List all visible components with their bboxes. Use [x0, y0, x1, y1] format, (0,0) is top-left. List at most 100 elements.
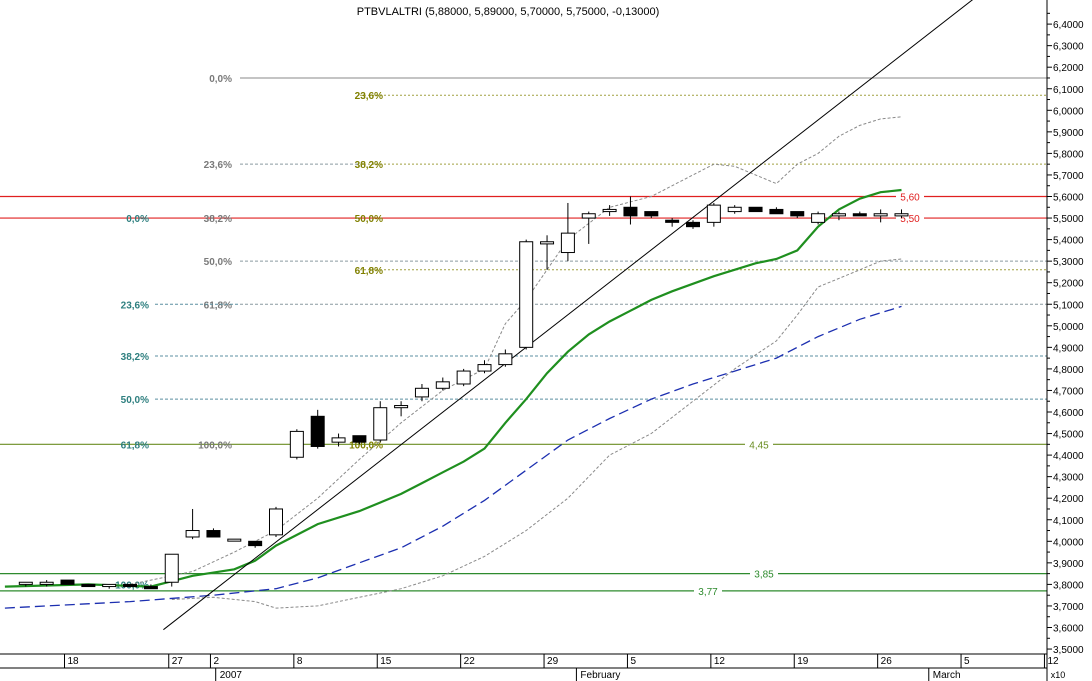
fib-gray-label: 23,6% — [204, 160, 232, 171]
candle-body — [831, 213, 846, 217]
x-axis-tick-label: 5 — [630, 656, 636, 667]
y-axis-tick-label: 6,1000 — [1053, 85, 1084, 96]
y-axis-tick-label: 4,8000 — [1053, 365, 1084, 376]
y-axis-tick-label: 3,6000 — [1053, 624, 1084, 635]
x-axis-month-label: 2007 — [220, 670, 243, 681]
candles — [18, 196, 909, 590]
candle — [227, 538, 242, 542]
y-axis-tick-label: 4,4000 — [1053, 451, 1084, 462]
candle-body — [790, 211, 805, 217]
x-axis-tick-label: 29 — [547, 656, 559, 667]
candle-body — [206, 530, 221, 538]
y-axis-tick-label: 5,9000 — [1053, 128, 1084, 139]
candle — [665, 218, 680, 227]
fib-gray-label: 61,8% — [204, 300, 232, 311]
moving-average-green-line — [4, 188, 902, 588]
candle — [769, 207, 784, 215]
x-axis-tick-label: 8 — [297, 656, 303, 667]
candle — [414, 383, 429, 402]
candle-body — [727, 206, 742, 213]
candle — [18, 581, 33, 587]
fibonacci-labels: 23,6% 38,2% 50,0% 61,8% 100,0% 0,0% 23,6% 38,2%… — [115, 74, 1047, 591]
fib-olive-label: 61,8% — [355, 266, 383, 277]
chart-title: PTBVLALTRI (5,88000, 5,89000, 5,70000, 5… — [357, 6, 660, 18]
candle-body — [164, 553, 179, 583]
level-label-background — [745, 438, 773, 451]
y-axis-tick-label: 4,6000 — [1053, 408, 1084, 419]
candle — [143, 584, 158, 590]
candle — [581, 211, 596, 244]
candle — [894, 209, 909, 219]
candle — [185, 508, 200, 540]
candle — [39, 580, 54, 587]
x-axis-tick-label: 26 — [881, 656, 893, 667]
moving-average-blue-line — [4, 305, 902, 609]
x-axis-month-label: March — [933, 670, 961, 681]
fib-teal-label: 50,0% — [121, 395, 149, 406]
x-axis-tick-label: 22 — [464, 656, 476, 667]
candle — [790, 211, 805, 219]
axes: 3,5000 3,6000 3,7000 3,8000 3,9000 4,0000 4,10… — [64, 12, 1084, 681]
candle-body — [39, 581, 54, 585]
x-axis-tick-label: 12 — [714, 656, 726, 667]
candle — [81, 583, 96, 588]
candle — [477, 360, 492, 374]
candle — [164, 553, 179, 587]
candle — [811, 211, 826, 225]
candle-body — [373, 407, 388, 441]
y-axis-tick-label: 5,2000 — [1053, 279, 1084, 290]
horizontal-levels: 5,60 5,50 4,45 3,85 3,77 — [0, 190, 1047, 598]
y-axis-tick-label: 5,0000 — [1053, 322, 1084, 333]
candle — [602, 205, 617, 216]
level-label: 4,45 — [749, 440, 769, 451]
y-axis-tick-label: 4,0000 — [1053, 537, 1084, 548]
level-label-background — [694, 584, 722, 597]
fib-gray-label: 0,0% — [209, 74, 232, 85]
candle-body — [81, 583, 96, 588]
y-axis-tick-label: 5,3000 — [1053, 257, 1084, 268]
candle — [706, 202, 721, 227]
candle — [686, 220, 700, 229]
candle — [623, 196, 638, 225]
x-axis-tick-label: 19 — [797, 656, 809, 667]
candle-body — [331, 437, 346, 443]
candle-body — [102, 583, 117, 588]
x-axis-tick-label: 12 — [1047, 656, 1059, 667]
candle — [394, 401, 409, 417]
candle — [352, 435, 367, 445]
fib-teal-label: 0,0% — [126, 214, 149, 225]
candle-body — [352, 435, 367, 443]
fib-gray-label: 100,0% — [198, 440, 232, 451]
x-axis-tick-label: 5 — [964, 656, 970, 667]
candle-body — [852, 213, 867, 217]
chart-frame — [0, 0, 1048, 681]
y-axis-tick-label: 5,8000 — [1053, 149, 1084, 160]
y-axis-tick-label: 6,4000 — [1053, 20, 1084, 31]
level-label: 3,85 — [754, 570, 774, 581]
fib-olive-label: 50,0% — [355, 214, 383, 225]
level-label: 5,50 — [900, 214, 920, 225]
y-axis-tick-label: 6,3000 — [1053, 42, 1084, 53]
candle-body — [477, 364, 492, 372]
candle — [289, 429, 304, 460]
candle-body — [686, 221, 700, 228]
fib-teal-label: 61,8% — [121, 440, 149, 451]
band-lower-line — [171, 258, 902, 609]
candle — [248, 540, 263, 548]
fib-teal-label: 23,6% — [121, 300, 149, 311]
x-axis-tick-label: 18 — [68, 656, 80, 667]
candle — [331, 433, 346, 447]
y-axis-tick-label: 5,5000 — [1053, 214, 1084, 225]
candle — [269, 506, 283, 537]
candle — [873, 209, 888, 223]
level-label-background — [896, 190, 924, 203]
candle-body — [706, 204, 721, 223]
candle-body — [665, 219, 680, 223]
candle-body — [811, 213, 826, 223]
y-axis-tick-label: 5,7000 — [1053, 171, 1084, 182]
x-axis-tick-label: 15 — [380, 656, 392, 667]
y-axis-tick-label: 3,8000 — [1053, 580, 1084, 591]
fib-olive-label: 38,2% — [355, 160, 383, 171]
candle-body — [248, 540, 263, 547]
